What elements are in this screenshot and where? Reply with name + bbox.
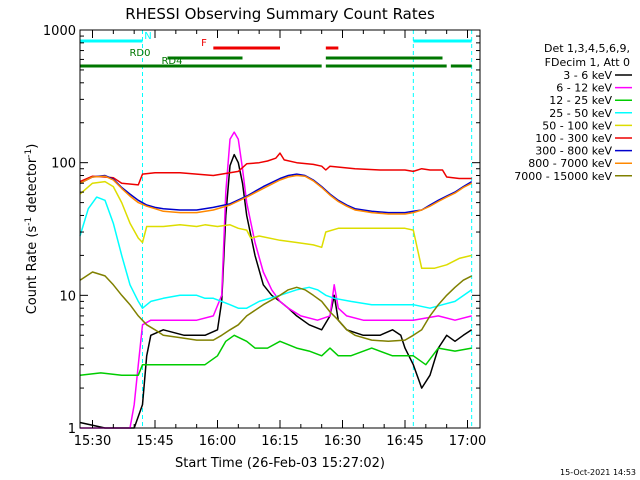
legend-label: 100 - 300 keV xyxy=(535,132,612,145)
legend-label: 800 - 7000 keV xyxy=(528,157,612,170)
flag-label: RD4 xyxy=(161,56,182,67)
y-axis-label-sup: -1 xyxy=(24,217,34,226)
x-tick-label: 16:30 xyxy=(324,434,361,449)
x-tick-label: 16:15 xyxy=(261,434,298,449)
y-tick-label: 1 xyxy=(68,422,76,437)
chart-title: RHESSI Observing Summary Count Rates xyxy=(125,5,435,23)
x-tick-label: 16:00 xyxy=(199,434,236,449)
y-axis-label-part: Count Rate (s xyxy=(25,226,40,315)
legend-label: 12 - 25 keV xyxy=(549,94,612,107)
series-line xyxy=(79,196,473,309)
legend-label: 7000 - 15000 keV xyxy=(514,170,612,183)
x-tick-label: 17:00 xyxy=(449,434,486,449)
legend-label: 6 - 12 keV xyxy=(556,82,612,95)
flag-label: RD0 xyxy=(129,48,150,59)
series-layer xyxy=(79,131,473,429)
legend-header-line: Det 1,3,4,5,6,9, xyxy=(544,42,630,55)
y-tick-label: 1000 xyxy=(43,24,76,39)
x-tick-label: 15:45 xyxy=(136,434,173,449)
legend-label: 25 - 50 keV xyxy=(549,107,612,120)
y-axis-label-part: detector xyxy=(25,157,40,217)
legend-label: 50 - 100 keV xyxy=(542,119,612,132)
series-line xyxy=(79,174,473,215)
legend-label: 3 - 6 keV xyxy=(563,69,612,82)
y-tick-label: 10 xyxy=(59,289,76,304)
series-line xyxy=(80,131,472,429)
series-line xyxy=(79,334,472,376)
legend-header-line: FDecim 1, Att 0 xyxy=(545,56,630,69)
series-line xyxy=(79,180,472,270)
y-tick-label: 100 xyxy=(51,157,76,172)
series-line xyxy=(79,271,473,343)
y-axis-label-sup: -1 xyxy=(24,149,34,158)
flag-label: F xyxy=(201,38,207,49)
timestamp: 15-Oct-2021 14:53 xyxy=(560,468,636,477)
legend-label: 300 - 800 keV xyxy=(535,145,612,158)
flag-label: N xyxy=(144,31,151,42)
x-tick-label: 16:45 xyxy=(386,434,423,449)
axis-ticks: 15:30 15:45 16:00 16:15 16:30 16:45 17:00 1 10 10… xyxy=(43,24,486,449)
legend: Det 1,3,4,5,6,9, FDecim 1, Att 0 3 - 6 k… xyxy=(514,42,632,183)
y-axis-label: Count Rate (s-1 detector-1) xyxy=(24,144,40,315)
x-axis-label: Start Time (26-Feb-03 15:27:02) xyxy=(175,456,385,471)
y-axis-label-part: ) xyxy=(25,144,40,149)
series-line xyxy=(79,152,472,186)
flag-bars: N F RD0 RD4 xyxy=(80,31,472,68)
x-tick-label: 15:30 xyxy=(74,434,111,449)
